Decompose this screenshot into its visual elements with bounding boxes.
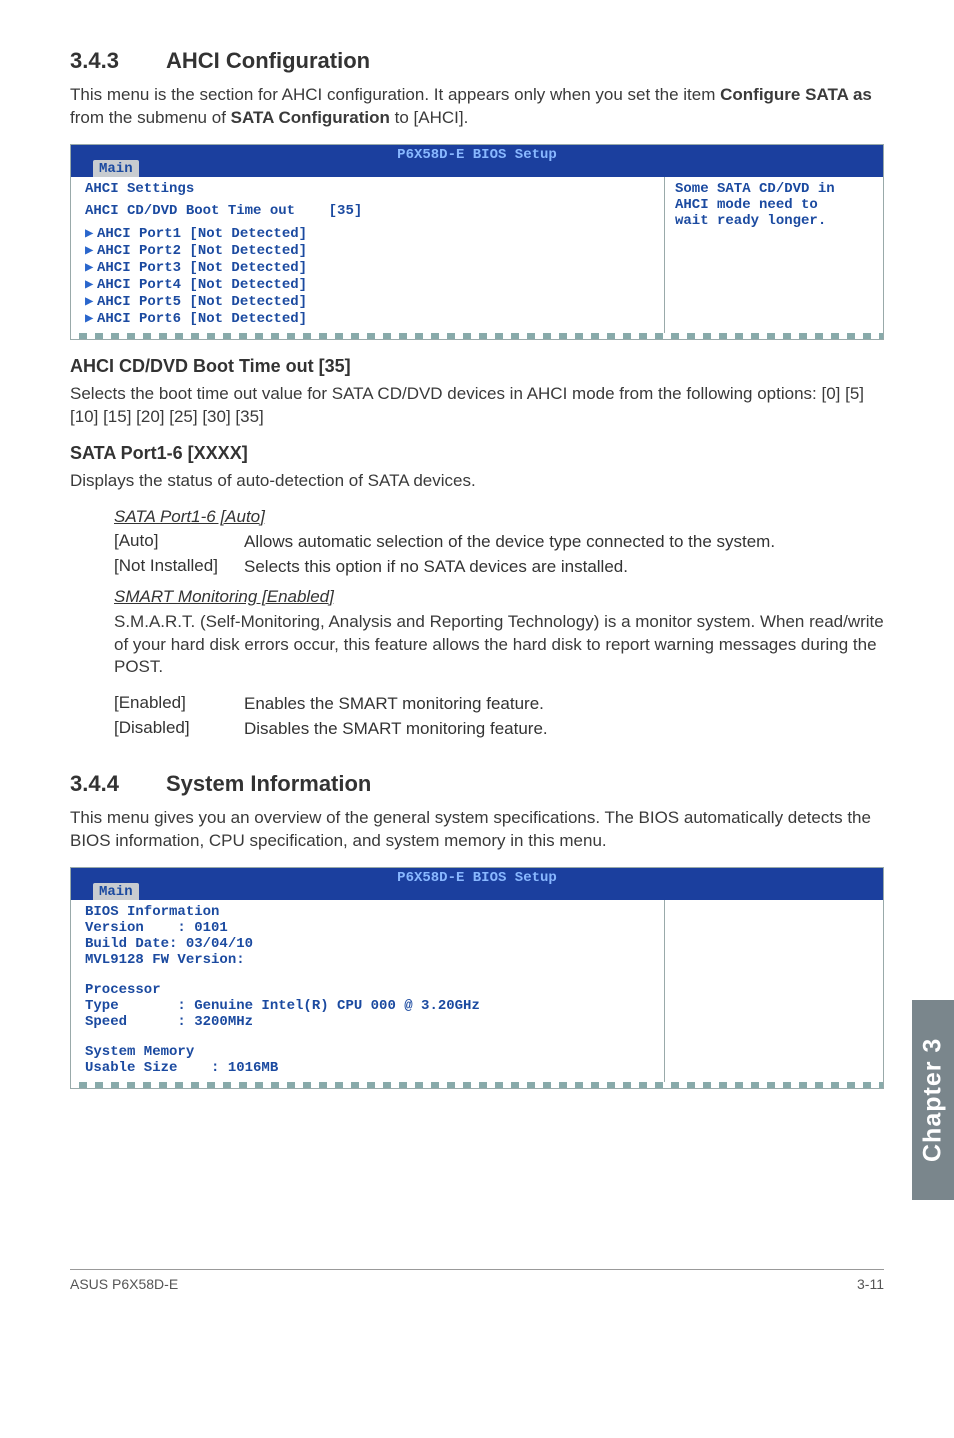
ahci-port2[interactable]: ▶AHCI Port2 [Not Detected] bbox=[85, 242, 654, 259]
bios2-tab-main[interactable]: Main bbox=[93, 883, 139, 900]
section-344-heading: 3.4.4System Information bbox=[70, 771, 884, 797]
smart-enabled-row: [Enabled] Enables the SMART monitoring f… bbox=[114, 693, 884, 716]
sata-port-heading: SATA Port1-6 [XXXX] bbox=[70, 443, 884, 464]
bios1-titlebar: P6X58D-E BIOS Setup Main bbox=[71, 145, 883, 177]
submenu-arrow-icon: ▶ bbox=[85, 259, 97, 276]
spacer bbox=[295, 203, 329, 219]
section-343-title: AHCI Configuration bbox=[166, 48, 370, 73]
bios1-help-l1: Some SATA CD/DVD in bbox=[675, 181, 873, 197]
ahci-port1[interactable]: ▶AHCI Port1 [Not Detected] bbox=[85, 225, 654, 242]
intro-text-1: This menu is the section for AHCI config… bbox=[70, 85, 720, 104]
submenu-arrow-icon: ▶ bbox=[85, 293, 97, 310]
boot-time-text: Selects the boot time out value for SATA… bbox=[70, 383, 884, 429]
ahci-port4-label: AHCI Port4 [Not Detected] bbox=[97, 277, 307, 293]
processor-type: Type : Genuine Intel(R) CPU 000 @ 3.20GH… bbox=[85, 998, 654, 1014]
sata-auto-header: SATA Port1-6 [Auto] bbox=[114, 507, 884, 527]
ahci-boot-time-label: AHCI CD/DVD Boot Time out bbox=[85, 203, 295, 219]
ahci-settings-label: AHCI Settings bbox=[85, 181, 654, 197]
bios-ahci-block: P6X58D-E BIOS Setup Main AHCI Settings A… bbox=[70, 144, 884, 340]
bios2-right-pane bbox=[665, 900, 883, 1082]
sata-auto-key: [Auto] bbox=[114, 531, 244, 554]
sysmem-usable: Usable Size : 1016MB bbox=[85, 1060, 654, 1076]
bios1-help-pane: Some SATA CD/DVD in AHCI mode need to wa… bbox=[665, 177, 883, 333]
bios1-title: P6X58D-E BIOS Setup bbox=[71, 147, 883, 163]
intro-bold-1: Configure SATA as bbox=[720, 85, 872, 104]
smart-disabled-val: Disables the SMART monitoring feature. bbox=[244, 718, 884, 741]
section-344-intro: This menu gives you an overview of the g… bbox=[70, 807, 884, 853]
ahci-port1-label: AHCI Port1 [Not Detected] bbox=[97, 226, 307, 242]
ahci-boot-time-value: [35] bbox=[329, 203, 363, 219]
sata-ni-val: Selects this option if no SATA devices a… bbox=[244, 556, 884, 579]
ahci-port3[interactable]: ▶AHCI Port3 [Not Detected] bbox=[85, 259, 654, 276]
footer-right: 3-11 bbox=[857, 1276, 884, 1292]
processor-hdr: Processor bbox=[85, 982, 654, 998]
section-344-title: System Information bbox=[166, 771, 371, 796]
intro-text-2: from the submenu of bbox=[70, 108, 231, 127]
section-343-heading: 3.4.3AHCI Configuration bbox=[70, 48, 884, 74]
chapter-tab: Chapter 3 bbox=[912, 1000, 954, 1200]
bios2-torn-edge bbox=[71, 1082, 883, 1088]
boot-time-heading: AHCI CD/DVD Boot Time out [35] bbox=[70, 356, 884, 377]
bios1-help-l3: wait ready longer. bbox=[675, 213, 873, 229]
footer-left: ASUS P6X58D-E bbox=[70, 1276, 178, 1292]
sysmem-hdr: System Memory bbox=[85, 1044, 654, 1060]
bios1-help-l2: AHCI mode need to bbox=[675, 197, 873, 213]
processor-speed: Speed : 3200MHz bbox=[85, 1014, 654, 1030]
section-343-intro: This menu is the section for AHCI config… bbox=[70, 84, 884, 130]
sata-port-text: Displays the status of auto-detection of… bbox=[70, 470, 884, 493]
ahci-boot-time-row[interactable]: AHCI CD/DVD Boot Time out [35] bbox=[85, 203, 654, 219]
smart-disabled-row: [Disabled] Disables the SMART monitoring… bbox=[114, 718, 884, 741]
ahci-port6-label: AHCI Port6 [Not Detected] bbox=[97, 311, 307, 327]
section-344-num: 3.4.4 bbox=[70, 771, 166, 797]
ahci-port5-label: AHCI Port5 [Not Detected] bbox=[97, 294, 307, 310]
sata-ni-key: [Not Installed] bbox=[114, 556, 244, 579]
submenu-arrow-icon: ▶ bbox=[85, 225, 97, 242]
bios2-titlebar: P6X58D-E BIOS Setup Main bbox=[71, 868, 883, 900]
ahci-port2-label: AHCI Port2 [Not Detected] bbox=[97, 243, 307, 259]
ahci-port5[interactable]: ▶AHCI Port5 [Not Detected] bbox=[85, 293, 654, 310]
bios1-torn-edge bbox=[71, 333, 883, 339]
bios-info-hdr: BIOS Information bbox=[85, 904, 654, 920]
intro-text-3: to [AHCI]. bbox=[390, 108, 468, 127]
submenu-arrow-icon: ▶ bbox=[85, 276, 97, 293]
bios-version: Version : 0101 bbox=[85, 920, 654, 936]
submenu-arrow-icon: ▶ bbox=[85, 310, 97, 327]
section-343-num: 3.4.3 bbox=[70, 48, 166, 74]
bios1-left-pane: AHCI Settings AHCI CD/DVD Boot Time out … bbox=[71, 177, 665, 333]
smart-header: SMART Monitoring [Enabled] bbox=[114, 587, 884, 607]
smart-text: S.M.A.R.T. (Self-Monitoring, Analysis an… bbox=[114, 611, 884, 680]
bios-build-date: Build Date: 03/04/10 bbox=[85, 936, 654, 952]
bios-sysinfo-block: P6X58D-E BIOS Setup Main BIOS Informatio… bbox=[70, 867, 884, 1089]
ahci-port6[interactable]: ▶AHCI Port6 [Not Detected] bbox=[85, 310, 654, 327]
ahci-port4[interactable]: ▶AHCI Port4 [Not Detected] bbox=[85, 276, 654, 293]
bios2-title: P6X58D-E BIOS Setup bbox=[71, 870, 883, 886]
bios-mvl-fw: MVL9128 FW Version: bbox=[85, 952, 654, 968]
sata-auto-val: Allows automatic selection of the device… bbox=[244, 531, 884, 554]
sata-auto-row: [Auto] Allows automatic selection of the… bbox=[114, 531, 884, 554]
page-footer: ASUS P6X58D-E 3-11 bbox=[70, 1269, 884, 1292]
smart-enabled-val: Enables the SMART monitoring feature. bbox=[244, 693, 884, 716]
bios2-left-pane: BIOS Information Version : 0101 Build Da… bbox=[71, 900, 665, 1082]
smart-disabled-key: [Disabled] bbox=[114, 718, 244, 741]
ahci-port3-label: AHCI Port3 [Not Detected] bbox=[97, 260, 307, 276]
intro-bold-2: SATA Configuration bbox=[231, 108, 390, 127]
smart-enabled-key: [Enabled] bbox=[114, 693, 244, 716]
bios1-tab-main[interactable]: Main bbox=[93, 160, 139, 177]
submenu-arrow-icon: ▶ bbox=[85, 242, 97, 259]
sata-ni-row: [Not Installed] Selects this option if n… bbox=[114, 556, 884, 579]
